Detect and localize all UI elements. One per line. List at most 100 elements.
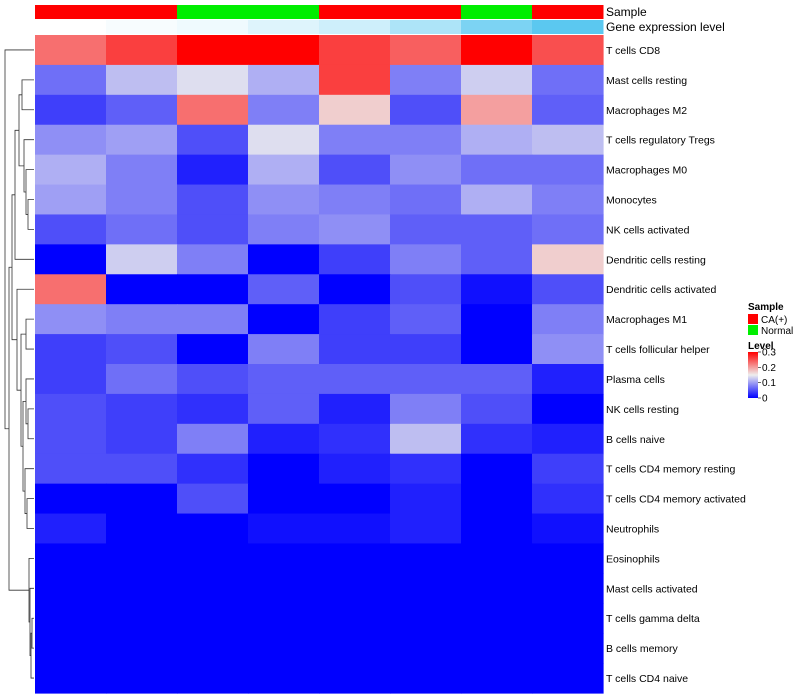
heatmap-cell bbox=[461, 364, 533, 395]
expression-annotation-cell bbox=[35, 20, 107, 34]
heatmap-cell bbox=[35, 304, 107, 335]
heatmap-cell bbox=[532, 64, 604, 96]
heatmap-cell bbox=[35, 513, 107, 545]
heatmap-cell bbox=[106, 483, 178, 515]
heatmap-cell bbox=[177, 244, 249, 275]
heatmap-cell bbox=[532, 94, 604, 126]
heatmap-cell bbox=[461, 663, 533, 694]
heatmap-cell bbox=[461, 573, 533, 604]
heatmap-cell bbox=[177, 423, 249, 455]
row-label: T cells gamma delta bbox=[606, 613, 700, 625]
dendrogram-branch bbox=[22, 400, 26, 492]
heatmap-cell bbox=[35, 35, 107, 66]
heatmap-cell bbox=[35, 64, 107, 96]
row-label: Mast cells activated bbox=[606, 583, 698, 595]
sample-annotation-cell bbox=[35, 5, 107, 19]
heatmap-cell bbox=[390, 334, 462, 365]
row-label: T cells CD4 naive bbox=[606, 673, 688, 685]
heatmap-cell bbox=[319, 453, 391, 485]
heatmap-cell bbox=[106, 244, 178, 275]
heatmap-cell bbox=[177, 663, 249, 694]
heatmap-cell bbox=[35, 663, 107, 694]
heatmap-cell bbox=[177, 94, 249, 126]
heatmap-cell bbox=[248, 603, 320, 634]
heatmap-cell bbox=[532, 184, 604, 216]
row-label: Dendritic cells resting bbox=[606, 254, 706, 266]
heatmap-cell bbox=[248, 513, 320, 545]
heatmap-cell bbox=[390, 35, 462, 66]
legend-level-tick-label: 0 bbox=[762, 394, 768, 405]
heatmap-cell bbox=[106, 274, 178, 305]
row-label: B cells memory bbox=[606, 643, 679, 655]
heatmap-cell bbox=[390, 483, 462, 515]
heatmap-cell bbox=[177, 543, 249, 574]
heatmap-cell bbox=[390, 94, 462, 126]
legend-sample-label: Normal bbox=[761, 326, 793, 337]
row-label: Macrophages M2 bbox=[606, 105, 687, 117]
dendrogram-branch bbox=[24, 468, 34, 514]
heatmap-cell bbox=[248, 364, 320, 395]
sample-annotation-cell bbox=[461, 5, 533, 19]
heatmap-cell bbox=[532, 35, 604, 66]
heatmap-cell bbox=[390, 663, 462, 694]
heatmap-cell bbox=[35, 274, 107, 305]
heatmap-cell bbox=[35, 603, 107, 634]
dendrogram-branch bbox=[26, 498, 34, 529]
legend-level-tick-label: 0.1 bbox=[762, 378, 776, 389]
dendrogram-branch bbox=[4, 49, 34, 430]
heatmap-cell bbox=[319, 35, 391, 66]
heatmap-cell bbox=[461, 513, 533, 545]
heatmap-cell bbox=[248, 64, 320, 96]
heatmap-cell bbox=[35, 184, 107, 216]
row-label: T cells CD4 memory resting bbox=[606, 464, 735, 476]
heatmap-cell bbox=[319, 94, 391, 126]
heatmap-cell bbox=[319, 483, 391, 515]
heatmap-cell bbox=[319, 423, 391, 455]
expression-annotation-cell bbox=[390, 20, 462, 34]
legend-sample-entries: CA(+)Normal bbox=[748, 314, 793, 337]
heatmap-cell bbox=[248, 124, 320, 156]
heatmap-cell bbox=[461, 633, 533, 664]
dendrogram-branch bbox=[27, 199, 34, 230]
heatmap-cell bbox=[177, 184, 249, 216]
heatmap-cell bbox=[35, 543, 107, 574]
heatmap-cell bbox=[461, 453, 533, 485]
dendrogram-branch bbox=[31, 617, 34, 649]
heatmap-cell bbox=[532, 304, 604, 335]
heatmap-cell bbox=[461, 154, 533, 186]
expression-annotation-cell bbox=[461, 20, 533, 34]
heatmap-cell bbox=[319, 393, 391, 425]
heatmap-cell bbox=[177, 453, 249, 485]
heatmap-cell bbox=[319, 154, 391, 186]
heatmap-cell bbox=[319, 633, 391, 664]
heatmap-cell bbox=[532, 274, 604, 305]
heatmap-cell bbox=[177, 154, 249, 186]
heatmap-cell bbox=[532, 244, 604, 275]
heatmap-cell bbox=[248, 35, 320, 66]
legend-sample-title: Sample bbox=[748, 302, 784, 313]
heatmap-cell bbox=[319, 364, 391, 395]
dendrogram-branch bbox=[18, 94, 24, 167]
heatmap-cell bbox=[177, 124, 249, 156]
legend-sample-label: CA(+) bbox=[761, 315, 787, 326]
heatmap-cell bbox=[106, 423, 178, 455]
heatmap-cell bbox=[35, 244, 107, 275]
heatmap-cell bbox=[390, 274, 462, 305]
heatmap-cell bbox=[177, 35, 249, 66]
heatmap-cell bbox=[106, 633, 178, 664]
heatmap-cell bbox=[390, 64, 462, 96]
sample-annotation-cell bbox=[390, 5, 462, 19]
heatmap-cell bbox=[248, 573, 320, 604]
heatmap-cell bbox=[532, 543, 604, 574]
row-label: Neutrophils bbox=[606, 524, 659, 536]
heatmap-cell bbox=[177, 393, 249, 425]
heatmap-cell bbox=[319, 513, 391, 545]
dendrogram-branch bbox=[30, 632, 34, 679]
heatmap-cell bbox=[461, 603, 533, 634]
row-label: Macrophages M1 bbox=[606, 314, 687, 326]
row-label: Plasma cells bbox=[606, 374, 665, 386]
legend-sample-swatch bbox=[748, 314, 758, 324]
heatmap-cell bbox=[106, 124, 178, 156]
heatmap-cell bbox=[390, 393, 462, 425]
